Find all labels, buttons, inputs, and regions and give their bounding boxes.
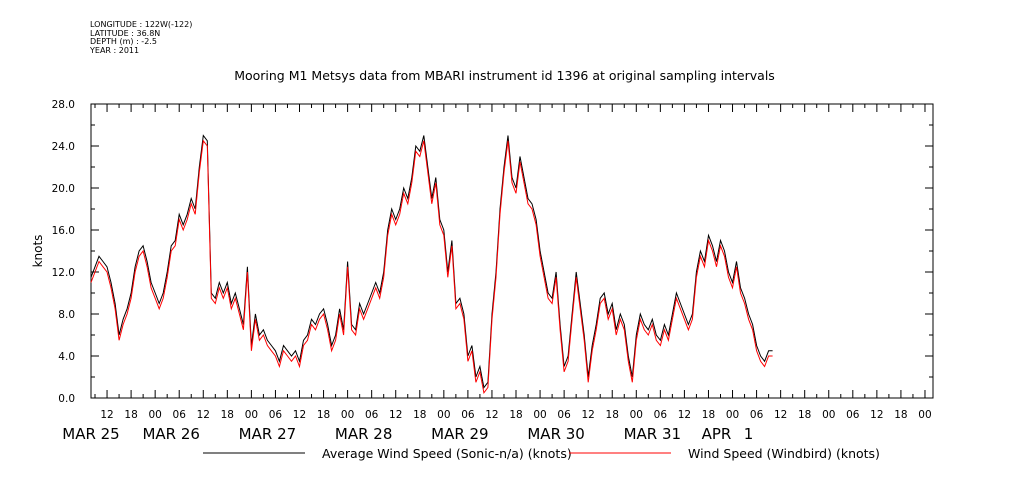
latitude-label: LATITUDE : 36.8N [90,28,161,38]
x-tick-label: 06 [365,409,379,421]
metadata-header: LONGITUDE : 122W(-122) LATITUDE : 36.8N … [90,20,193,55]
y-axis: 0.0 4.0 8.0 12.0 16.0 20.0 24.0 28.0 [52,99,933,405]
day-label: MAR 28 [335,425,392,443]
x-tick-label: 12 [293,409,306,421]
x-tick-label: 06 [557,409,571,421]
x-tick-label: 18 [509,409,522,421]
x-tick-label: 00 [533,409,546,421]
x-tick-label: 12 [870,409,883,421]
x-tick-label: 18 [702,409,715,421]
day-label: MAR 29 [431,425,488,443]
y-tick-label: 16.0 [52,225,75,237]
x-tick-label: 18 [413,409,426,421]
legend-label-average: Average Wind Speed (Sonic-n/a) (knots) [322,446,572,461]
day-label: MAR 27 [239,425,296,443]
x-tick-label: 00 [822,409,835,421]
y-axis-label: knots [31,235,45,268]
day-label: MAR 26 [142,425,199,443]
depth-label: DEPTH (m) : -2.5 [90,37,157,46]
x-tick-label: 00 [341,409,354,421]
day-label: MAR 25 [62,425,119,443]
x-tick-label: 12 [389,409,402,421]
x-tick-label: 18 [894,409,907,421]
x-tick-label: 00 [630,409,643,421]
x-tick-label: 06 [846,409,860,421]
y-tick-label: 12.0 [52,267,75,279]
x-tick-label: 12 [678,409,691,421]
y-tick-label: 24.0 [52,141,75,153]
x-axis: 12 18 00 06 12 18 00 06 12 18 00 06 12 18 00 06 12 18 00 06… [62,104,932,443]
x-tick-label: 00 [245,409,258,421]
x-tick-label: 12 [774,409,787,421]
day-label: APR [702,425,732,443]
x-tick-label: 06 [269,409,283,421]
x-tick-label: 06 [461,409,475,421]
year-label: YEAR : 2011 [90,45,140,55]
x-tick-label: 18 [317,409,330,421]
day-label: MAR 30 [527,425,584,443]
y-tick-label: 28.0 [52,99,75,111]
x-tick-label: 12 [197,409,210,421]
y-tick-label: 20.0 [52,183,75,195]
x-tick-label: 12 [581,409,594,421]
legend: Average Wind Speed (Sonic-n/a) (knots) W… [203,446,880,461]
chart-title: Mooring M1 Metsys data from MBARI instru… [234,68,775,83]
plot-frame [90,103,934,399]
x-tick-label: 00 [437,409,450,421]
x-tick-label: 18 [798,409,811,421]
longitude-label: LONGITUDE : 122W(-122) [90,20,193,29]
y-tick-label: 0.0 [58,393,75,405]
x-tick-label: 00 [148,409,161,421]
x-tick-label: 18 [606,409,619,421]
x-tick-label: 06 [654,409,668,421]
day-label: 1 [744,425,754,443]
day-label: MAR 31 [624,425,681,443]
x-tick-label: 12 [100,409,113,421]
average-wind-speed-line [90,134,773,389]
x-tick-label: 18 [124,409,137,421]
x-tick-label: 00 [726,409,739,421]
y-tick-label: 8.0 [58,309,75,321]
x-tick-label: 00 [918,409,931,421]
x-tick-label: 06 [173,409,187,421]
x-tick-label: 18 [221,409,234,421]
legend-label-windbird: Wind Speed (Windbird) (knots) [688,446,880,461]
windbird-wind-speed-line [90,139,773,395]
x-tick-label: 06 [750,409,764,421]
x-tick-label: 12 [485,409,498,421]
y-tick-label: 4.0 [58,351,75,363]
